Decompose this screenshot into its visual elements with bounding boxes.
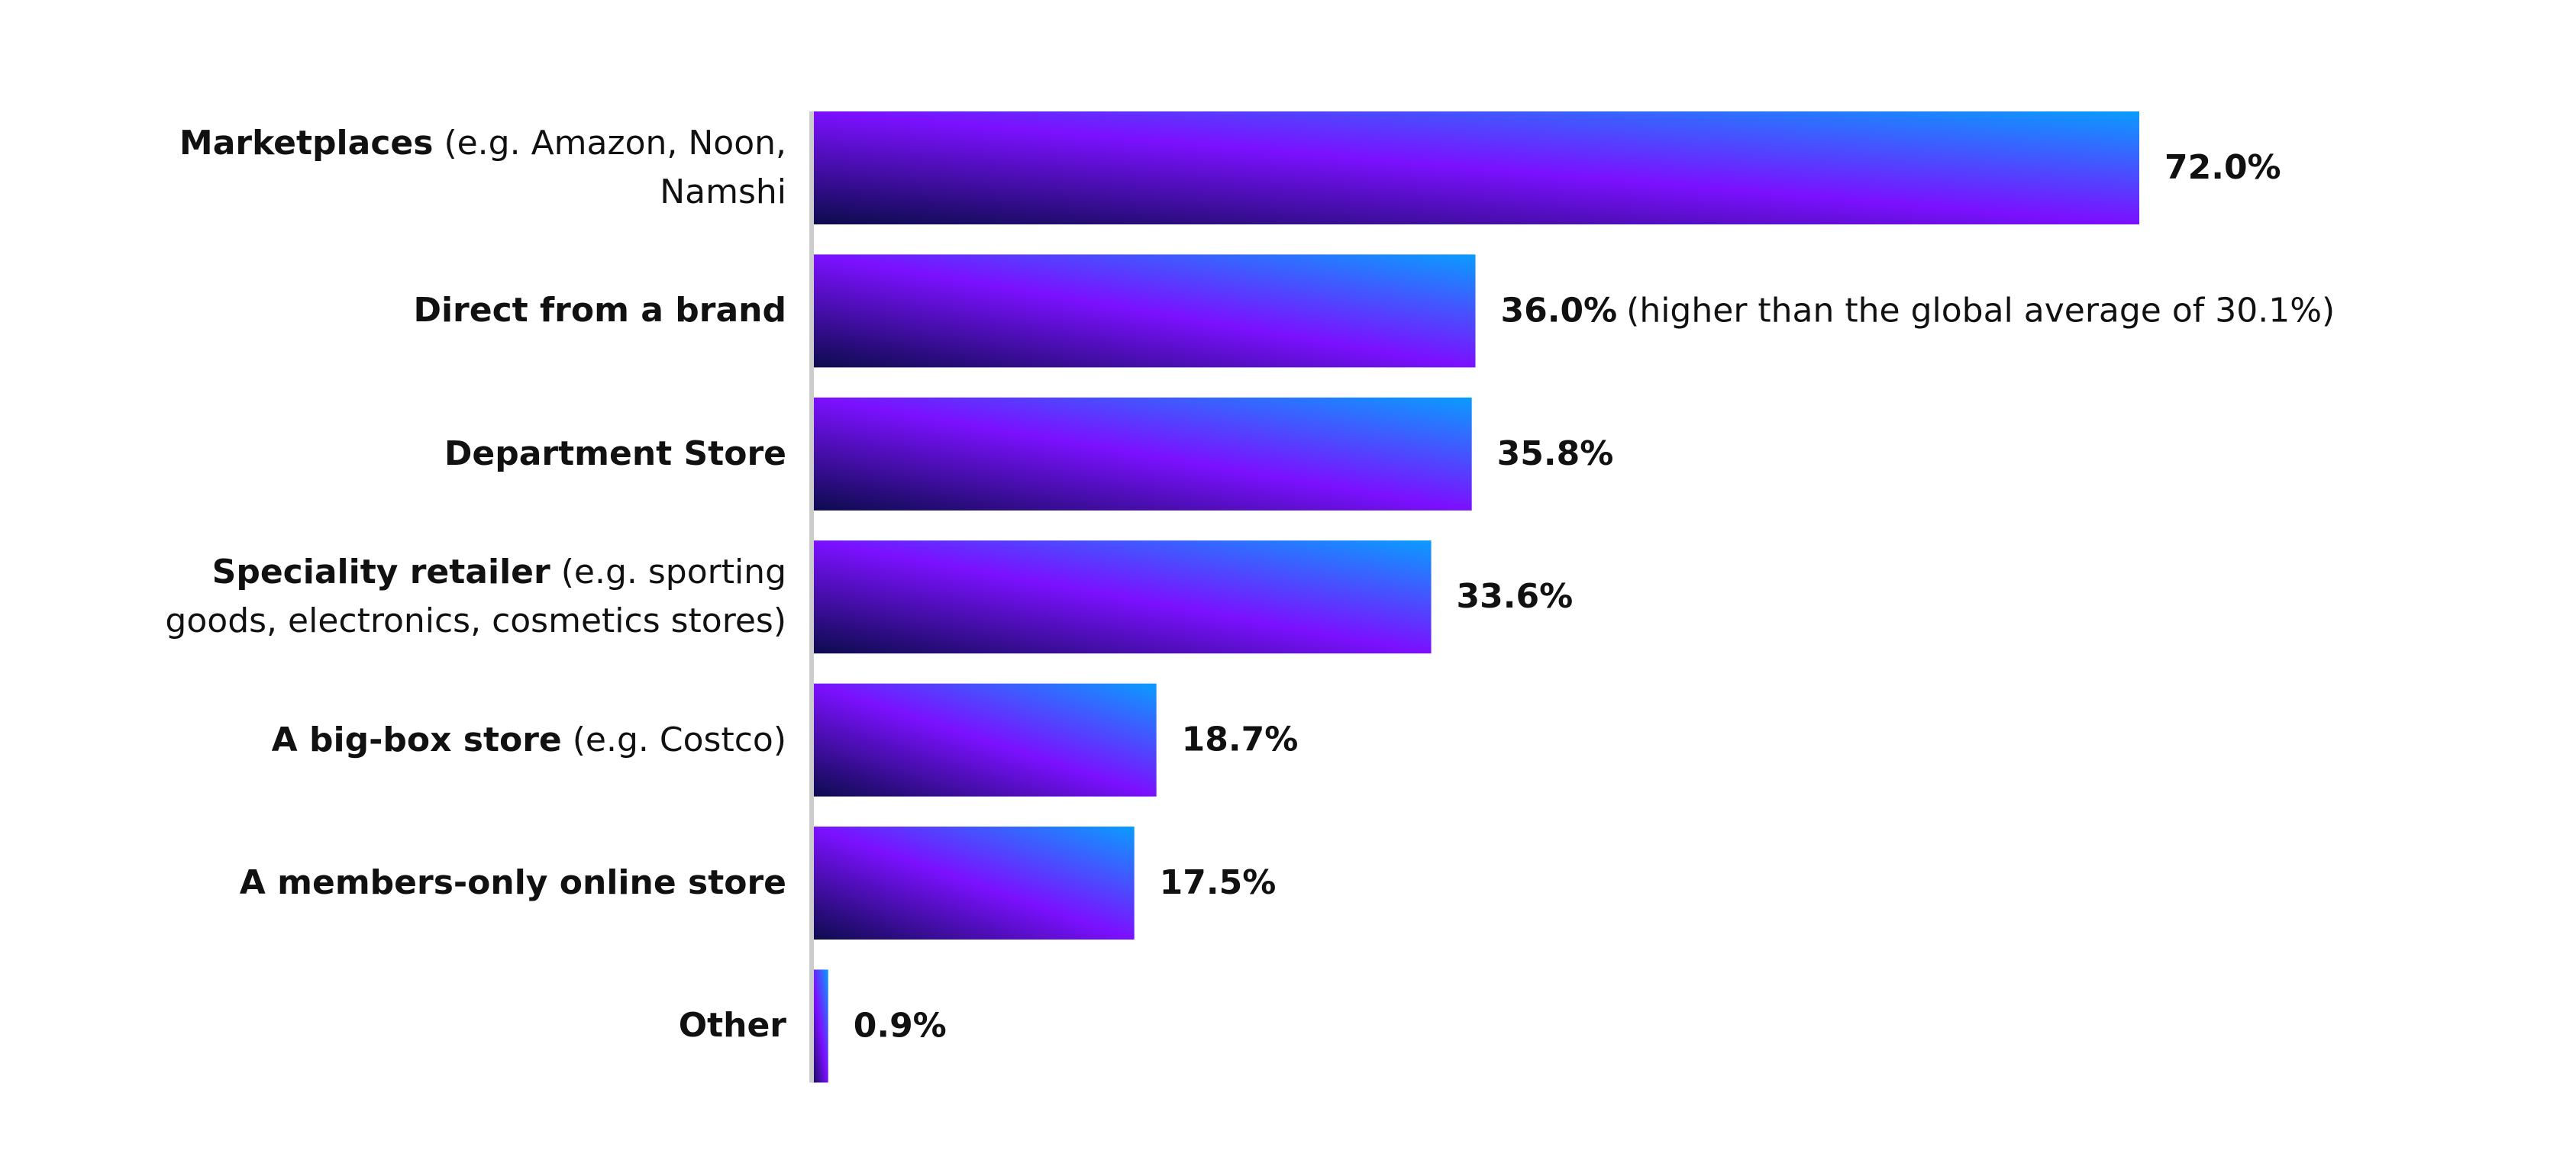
bar: [812, 540, 1432, 654]
bar: [812, 969, 828, 1083]
category-note: (e.g. Costco): [572, 720, 786, 759]
value-label-text: 36.0%: [1501, 291, 1618, 330]
value-label-text: 35.8%: [1497, 434, 1614, 473]
value-label-text: 0.9%: [854, 1006, 947, 1045]
category-name: A members-only online store: [239, 863, 786, 902]
category-label: Marketplaces (e.g. Amazon, Noon, Namshi: [115, 119, 786, 217]
category-label: Direct from a brand: [115, 286, 786, 335]
bar: [812, 397, 1472, 511]
value-label: 35.8%: [1497, 434, 1614, 473]
category-name: Marketplaces: [179, 124, 434, 163]
category-name: Direct from a brand: [413, 291, 786, 330]
bar: [812, 254, 1476, 368]
value-label-text: 18.7%: [1182, 720, 1299, 759]
bar: [812, 827, 1135, 940]
value-label: 33.6%: [1457, 577, 1574, 616]
category-label: Speciality retailer (e.g. sporting goods…: [115, 548, 786, 646]
value-label-text: 72.0%: [2164, 148, 2281, 187]
value-label: 17.5%: [1160, 863, 1277, 902]
value-label-text: 33.6%: [1457, 577, 1574, 616]
category-label: A big-box store (e.g. Costco): [115, 716, 786, 765]
category-note: (e.g. sporting goods, electronics, cosme…: [165, 553, 786, 641]
category-name: Speciality retailer: [211, 553, 550, 592]
category-label: Other: [115, 1001, 786, 1050]
value-note: (higher than the global average of 30.1%…: [1626, 291, 2335, 330]
category-label: A members-only online store: [115, 859, 786, 907]
category-name: Department Store: [444, 434, 786, 473]
category-name: Other: [678, 1006, 786, 1046]
value-label: 36.0% (higher than the global average of …: [1501, 291, 2336, 330]
category-label: Department Store: [115, 430, 786, 479]
bar: [812, 111, 2139, 224]
value-label: 0.9%: [854, 1006, 947, 1045]
value-label-text: 17.5%: [1160, 863, 1277, 902]
value-label: 72.0%: [2164, 148, 2281, 187]
bar: [812, 683, 1157, 797]
category-note: (e.g. Amazon, Noon, Namshi: [444, 124, 786, 211]
category-name: A big-box store: [271, 720, 562, 759]
value-label: 18.7%: [1182, 720, 1299, 759]
